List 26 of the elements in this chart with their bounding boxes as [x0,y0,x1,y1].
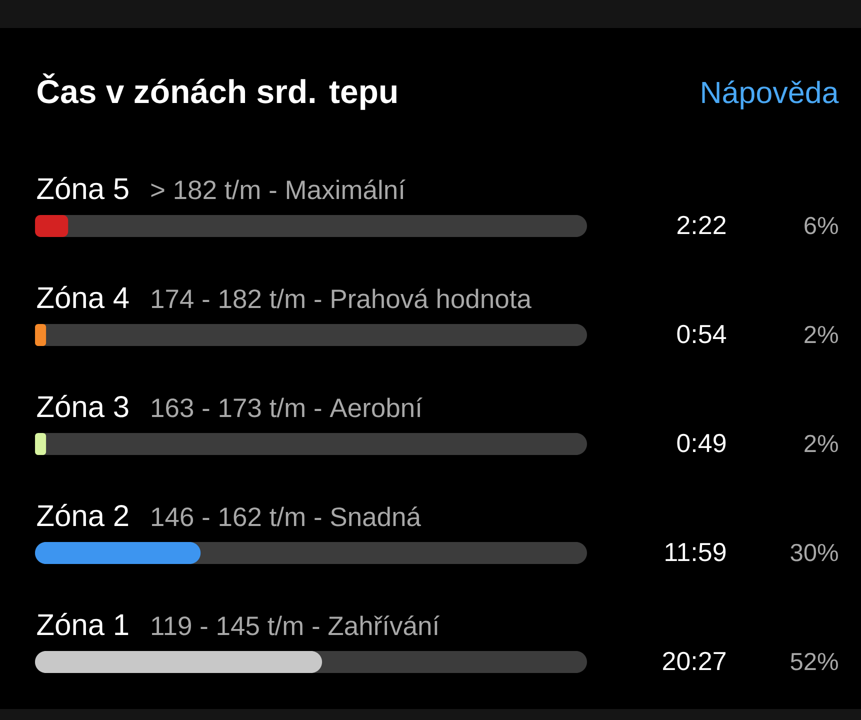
chart-title: Čas v zónách srd. tepu [38,73,396,110]
data-label: 6% [804,216,838,234]
text: 2:22 [678,216,726,234]
bar [35,215,68,238]
text: 0:49 [677,434,726,452]
text: 20:27 [663,652,726,670]
bar [35,324,46,346]
data-label: 2% [804,326,838,344]
bar [35,542,201,564]
annotation: 119 - 145 t/m - Zahřívání [152,615,440,636]
y-tick-label: Zóna 3 [37,394,128,418]
annotation: 146 - 162 t/m - Snadná [152,506,422,526]
data-label: 2% [804,434,838,452]
y-tick-label: Zóna 1 [37,612,128,636]
y-tick-label: Zóna 5 [37,176,128,200]
annotation: > 182 t/m - Maximální [151,179,406,200]
y-tick-label: Zóna 4 [37,286,129,308]
bar [35,433,46,456]
annotation: 163 - 173 t/m - Aerobní [152,397,422,418]
y-tick-label: Zóna 2 [37,504,128,526]
data-label: 52% [790,652,838,670]
text: 0:54 [677,324,726,344]
text: 11:59 [666,542,726,562]
text: Nápověda [702,80,839,110]
data-label: 30% [790,544,838,562]
annotation: 174 - 182 t/m - Prahová hodnota [152,288,532,308]
